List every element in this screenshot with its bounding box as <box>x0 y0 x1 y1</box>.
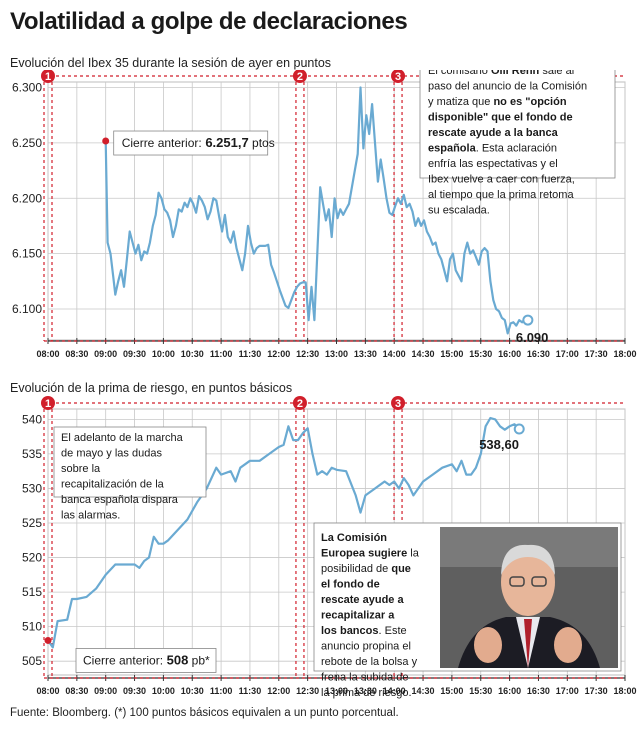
photo-glasses-left <box>509 576 525 587</box>
event-marker-number: 2 <box>297 398 303 410</box>
x-tick-label: 13:00 <box>325 349 348 359</box>
photo-glasses-right <box>531 576 547 587</box>
start-label: Cierre anterior: 508 pb* <box>83 652 210 667</box>
event-marker-badge <box>292 70 307 83</box>
x-tick-label: 09:30 <box>123 349 146 359</box>
x-tick-label: 09:00 <box>94 349 117 359</box>
y-tick-label: 530 <box>22 481 42 495</box>
y-tick-label: 525 <box>22 516 42 530</box>
y-tick-label: 6.300 <box>12 81 42 95</box>
x-tick-label: 12:00 <box>267 349 290 359</box>
photo-tie <box>524 619 532 668</box>
event-marker-badge <box>391 70 406 83</box>
x-tick-label: 16:00 <box>498 686 521 696</box>
y-tick-label: 515 <box>22 585 42 599</box>
y-tick-label: 6.100 <box>12 302 42 316</box>
x-tick-label: 17:00 <box>556 349 579 359</box>
start-label: Cierre anterior: 6.251,7 ptos <box>122 135 275 150</box>
x-tick-label: 14:30 <box>412 686 435 696</box>
x-tick-label: 11:00 <box>210 686 233 696</box>
event-marker-number: 3 <box>395 398 401 410</box>
x-tick-label: 08:30 <box>65 686 88 696</box>
x-tick-label: 14:30 <box>412 349 435 359</box>
end-point <box>522 314 534 326</box>
x-tick-label: 12:30 <box>296 686 319 696</box>
event-marker-badge <box>391 396 406 410</box>
ibex-chart: 6.100 6.150 6.200 6.250 6.300 08:00 08:30 09:00… <box>12 70 637 359</box>
event-marker-number: 1 <box>45 71 51 83</box>
x-tick-label: 18:00 <box>613 686 636 696</box>
y-tick-label: 540 <box>22 412 42 426</box>
photo-hand-right <box>554 627 582 663</box>
source-note: Fuente: Bloomberg. (*) 100 puntos básico… <box>10 707 399 719</box>
start-point <box>102 137 110 145</box>
x-tick-label: 15:00 <box>440 686 463 696</box>
event-marker-number: 3 <box>395 71 401 83</box>
x-tick-label: 16:30 <box>527 349 550 359</box>
event-marker-number: 2 <box>297 71 303 83</box>
y-tick-label: 520 <box>22 551 42 565</box>
x-tick-label: 13:30 <box>354 349 377 359</box>
ibex-chart-title: Evolución del Ibex 35 durante la sesión … <box>10 56 332 70</box>
photo-hand-left <box>474 627 502 663</box>
annotation-2-text: La Comisión Europea sugiere la posibilidad… <box>321 532 420 699</box>
x-tick-label: 15:30 <box>469 349 492 359</box>
x-tick-label: 16:30 <box>527 686 550 696</box>
event-marker-number: 1 <box>45 398 51 410</box>
x-tick-label: 11:00 <box>210 349 233 359</box>
annotation-box-1 <box>53 426 207 498</box>
x-tick-label: 18:00 <box>613 349 636 359</box>
end-point <box>513 423 525 435</box>
annotation-text: El comisario Olli Rehn sale al paso del a… <box>428 70 587 217</box>
x-tick-label: 10:30 <box>181 349 204 359</box>
x-tick-label: 15:30 <box>469 686 492 696</box>
x-tick-label: 10:00 <box>152 349 175 359</box>
x-tick-label: 09:00 <box>94 686 117 696</box>
x-tick-label: 11:30 <box>239 349 262 359</box>
x-tick-label: 10:00 <box>152 686 175 696</box>
x-tick-label: 11:30 <box>239 686 262 696</box>
event-marker-badge <box>41 396 55 410</box>
x-tick-label: 13:30 <box>354 686 377 696</box>
y-tick-label: 6.200 <box>12 191 42 205</box>
photo-hair <box>501 544 555 575</box>
annotation-box <box>419 70 616 179</box>
x-tick-label: 10:30 <box>181 686 204 696</box>
y-tick-label: 510 <box>22 620 42 634</box>
x-tick-label: 13:00 <box>325 686 348 696</box>
x-tick-label: 08:30 <box>65 349 88 359</box>
y-tick-label: 505 <box>22 654 42 668</box>
x-tick-label: 14:00 <box>383 686 406 696</box>
x-tick-label: 12:00 <box>267 686 290 696</box>
x-tick-label: 08:00 <box>36 349 59 359</box>
y-tick-label: 6.250 <box>12 136 42 150</box>
y-tick-label: 535 <box>22 447 42 461</box>
x-tick-label: 09:30 <box>123 686 146 696</box>
annotation-1-text: El adelanto de la marcha de mayo y las du… <box>61 432 184 522</box>
x-tick-label: 12:30 <box>296 349 319 359</box>
series-line <box>104 86 529 335</box>
photo-face <box>501 548 555 616</box>
x-tick-label: 17:30 <box>585 686 608 696</box>
end-value-label: 6.090 <box>516 330 549 345</box>
event-marker-badge <box>292 396 307 410</box>
infographic-title: Volatilidad a golpe de declaraciones <box>10 8 408 35</box>
end-value-label: 538,60 <box>479 437 519 452</box>
start-point <box>44 636 52 644</box>
risk-premium-chart-title: Evolución de la prima de riesgo, en punt… <box>10 381 293 395</box>
x-tick-label: 17:30 <box>585 349 608 359</box>
y-tick-label: 6.150 <box>12 247 42 261</box>
series-line <box>47 416 520 649</box>
start-label-box <box>75 648 217 673</box>
x-tick-label: 14:00 <box>383 349 406 359</box>
x-tick-label: 08:00 <box>36 686 59 696</box>
x-tick-label: 16:00 <box>498 349 521 359</box>
event-marker-badge <box>41 70 55 83</box>
start-label-box <box>113 130 269 156</box>
x-tick-label: 17:00 <box>556 686 579 696</box>
x-tick-label: 15:00 <box>440 349 463 359</box>
risk-premium-chart: 505 510 515 520 525 530 535 540 08:00 08:30 09:00 0… <box>22 396 637 699</box>
